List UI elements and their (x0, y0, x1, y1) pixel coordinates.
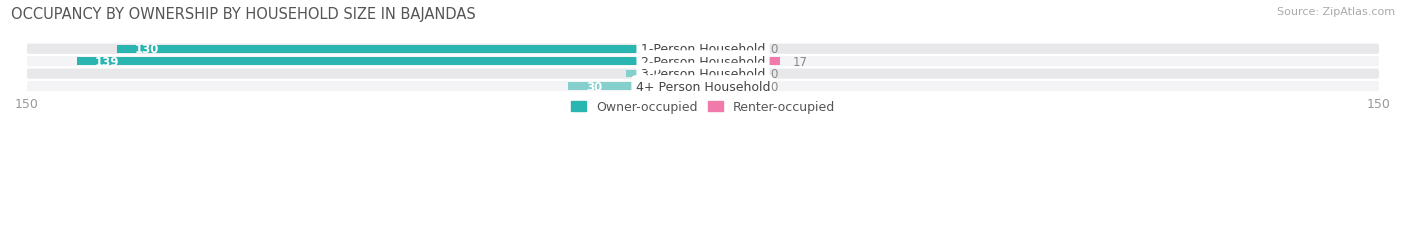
Bar (76, 58, 703, 66)
FancyBboxPatch shape (27, 44, 1379, 55)
Bar (627, 70, 703, 78)
FancyBboxPatch shape (27, 69, 1379, 79)
Bar (703, 58, 779, 66)
Text: 1-Person Household: 1-Person Household (641, 43, 765, 56)
Bar (117, 46, 703, 53)
FancyBboxPatch shape (27, 57, 1379, 67)
Legend: Owner-occupied, Renter-occupied: Owner-occupied, Renter-occupied (567, 96, 839, 119)
Bar (703, 46, 756, 53)
Text: 2-Person Household: 2-Person Household (641, 55, 765, 68)
Text: 4+ Person Household: 4+ Person Household (636, 80, 770, 93)
Bar (703, 70, 756, 78)
Text: 0: 0 (770, 68, 778, 81)
Text: OCCUPANCY BY OWNERSHIP BY HOUSEHOLD SIZE IN BAJANDAS: OCCUPANCY BY OWNERSHIP BY HOUSEHOLD SIZE… (11, 7, 477, 22)
Text: 30: 30 (586, 80, 602, 93)
Text: 17: 17 (793, 55, 808, 68)
Text: 3-Person Household: 3-Person Household (641, 68, 765, 81)
Text: 0: 0 (770, 80, 778, 93)
Text: 139: 139 (94, 55, 120, 68)
FancyBboxPatch shape (27, 82, 1379, 92)
Text: 130: 130 (135, 43, 159, 56)
Text: 0: 0 (770, 43, 778, 56)
Bar (568, 83, 703, 91)
Bar (703, 83, 756, 91)
Text: 17: 17 (644, 68, 661, 81)
Text: Source: ZipAtlas.com: Source: ZipAtlas.com (1277, 7, 1395, 17)
